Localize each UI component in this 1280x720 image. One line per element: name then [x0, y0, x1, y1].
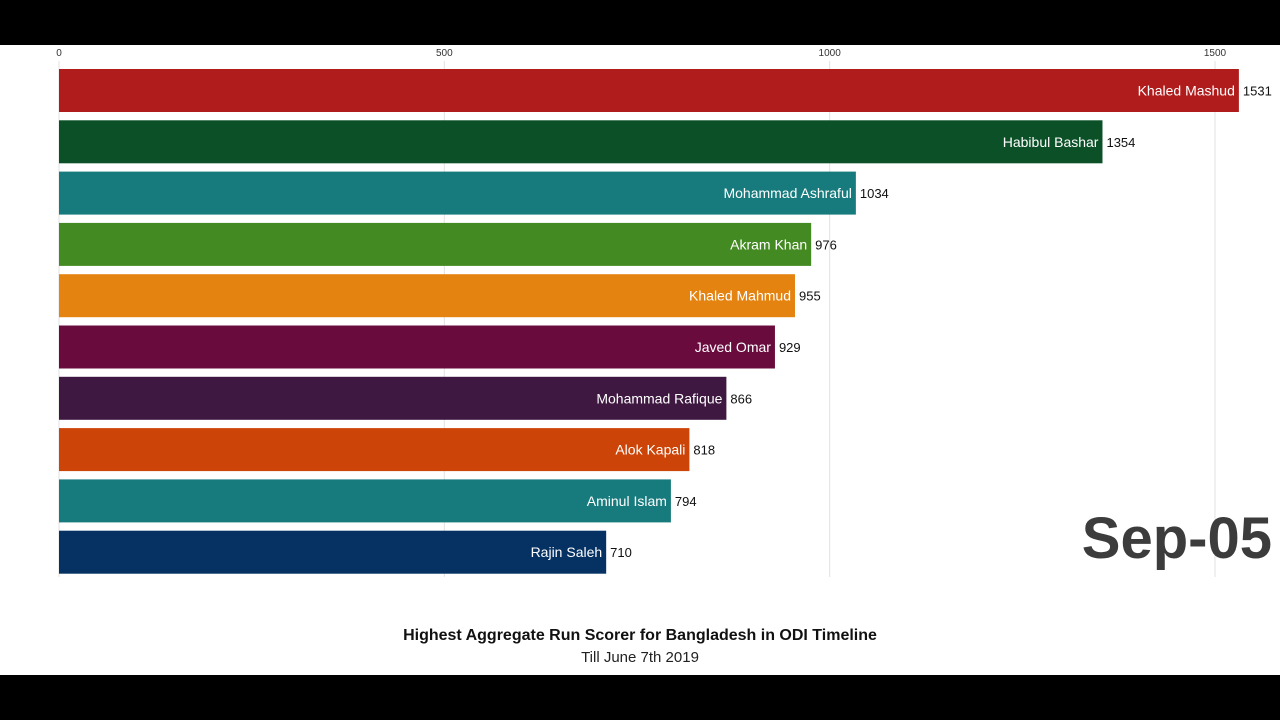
value-label: 866: [730, 391, 752, 406]
value-label: 929: [779, 340, 801, 355]
bar-label: Aminul Islam: [587, 493, 667, 509]
bar-label: Rajin Saleh: [531, 544, 603, 560]
bar-label: Alok Kapali: [615, 442, 685, 458]
bar-label: Mohammad Ashraful: [723, 185, 851, 201]
bar-label: Javed Omar: [695, 339, 772, 355]
value-label: 1034: [860, 186, 889, 201]
value-label: 976: [815, 237, 837, 252]
bar-label: Habibul Bashar: [1003, 134, 1099, 150]
bar: [59, 428, 690, 472]
x-tick-label: 1000: [819, 48, 842, 59]
bar: [59, 325, 775, 369]
period-label: Sep-05: [1081, 506, 1272, 571]
bar: [59, 530, 607, 574]
value-label: 710: [610, 545, 632, 560]
value-label: 1531: [1243, 84, 1272, 99]
bar-label: Mohammad Rafique: [596, 390, 722, 406]
value-label: 818: [693, 443, 715, 458]
chart-title: Highest Aggregate Run Scorer for Banglad…: [403, 627, 877, 644]
bar: [59, 69, 1239, 112]
bar-chart: 0 500 1000 1500 Khaled Mashud 1531 Habibul Bas…: [56, 48, 1272, 577]
bar: [59, 376, 727, 420]
chart-area: 0 500 1000 1500 Khaled Mashud 1531 Habibul Bas…: [0, 45, 1280, 675]
bar-label: Khaled Mashud: [1138, 83, 1235, 99]
bar: [59, 274, 795, 318]
bar: [59, 171, 856, 215]
chart-subtitle: Till June 7th 2019: [581, 649, 699, 666]
x-tick-label: 1500: [1204, 48, 1227, 59]
value-label: 1354: [1106, 135, 1135, 150]
bar: [59, 222, 812, 266]
x-tick-label: 0: [56, 48, 62, 59]
bar-label: Akram Khan: [730, 236, 807, 252]
bar: [59, 479, 671, 523]
value-label: 955: [799, 289, 821, 304]
x-tick-label: 500: [436, 48, 453, 59]
value-label: 794: [675, 494, 697, 509]
bar-label: Khaled Mahmud: [689, 288, 791, 304]
bar: [59, 120, 1103, 164]
